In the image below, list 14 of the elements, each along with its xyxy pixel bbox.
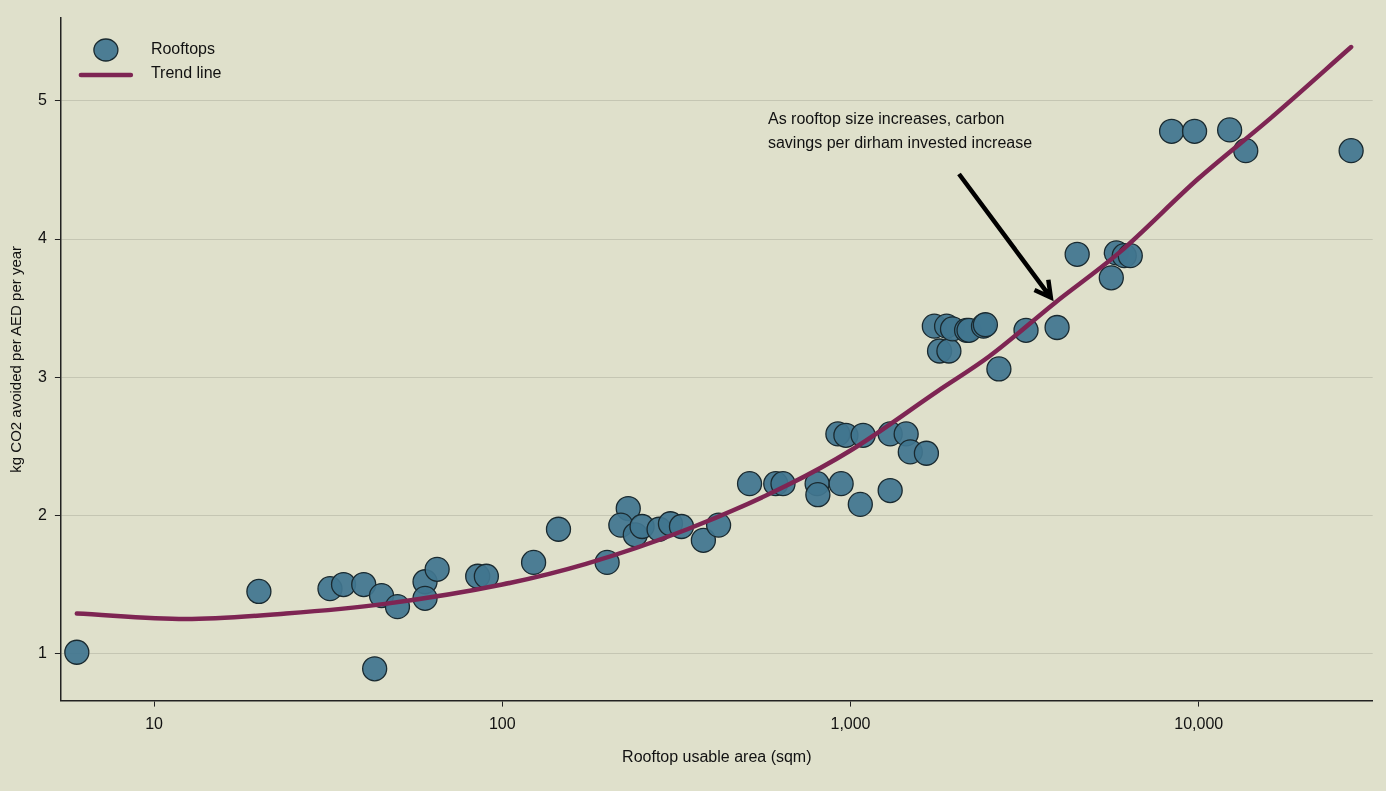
y-axis-title: kg CO2 avoided per AED per year [7,245,25,473]
y-tick-label: 5 [37,91,47,109]
y-tick-label: 4 [37,229,47,247]
x-tick-label: 10 [145,714,164,732]
y-tick-label: 2 [37,505,47,523]
x-axis-title: Rooftop usable area (sqm) [622,747,812,765]
y-tick-label: 1 [37,644,47,662]
x-tick-label: 1,000 [830,714,871,732]
annotation: As rooftop size increases, carbon savings per dirham invested increase [767,109,1033,151]
x-tick-label: 10,000 [1174,714,1224,732]
legend-label: Rooftops [150,40,215,58]
legend-label: Trend line [150,64,222,82]
y-tick-label: 3 [37,367,47,385]
x-tick-label: 100 [488,714,516,732]
